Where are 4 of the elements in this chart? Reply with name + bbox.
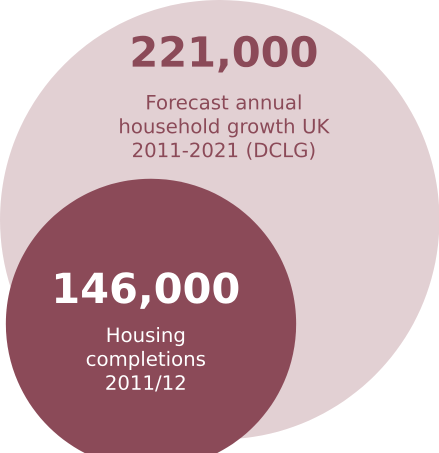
- data-label: 146,000: [56, 272, 238, 309]
- category-label: Forecast annual household growth UK 2011-2021 (DCLG): [120, 94, 330, 160]
- data-label: 221,000: [132, 36, 316, 72]
- category-label: Housing completions 2011/12: [86, 327, 205, 392]
